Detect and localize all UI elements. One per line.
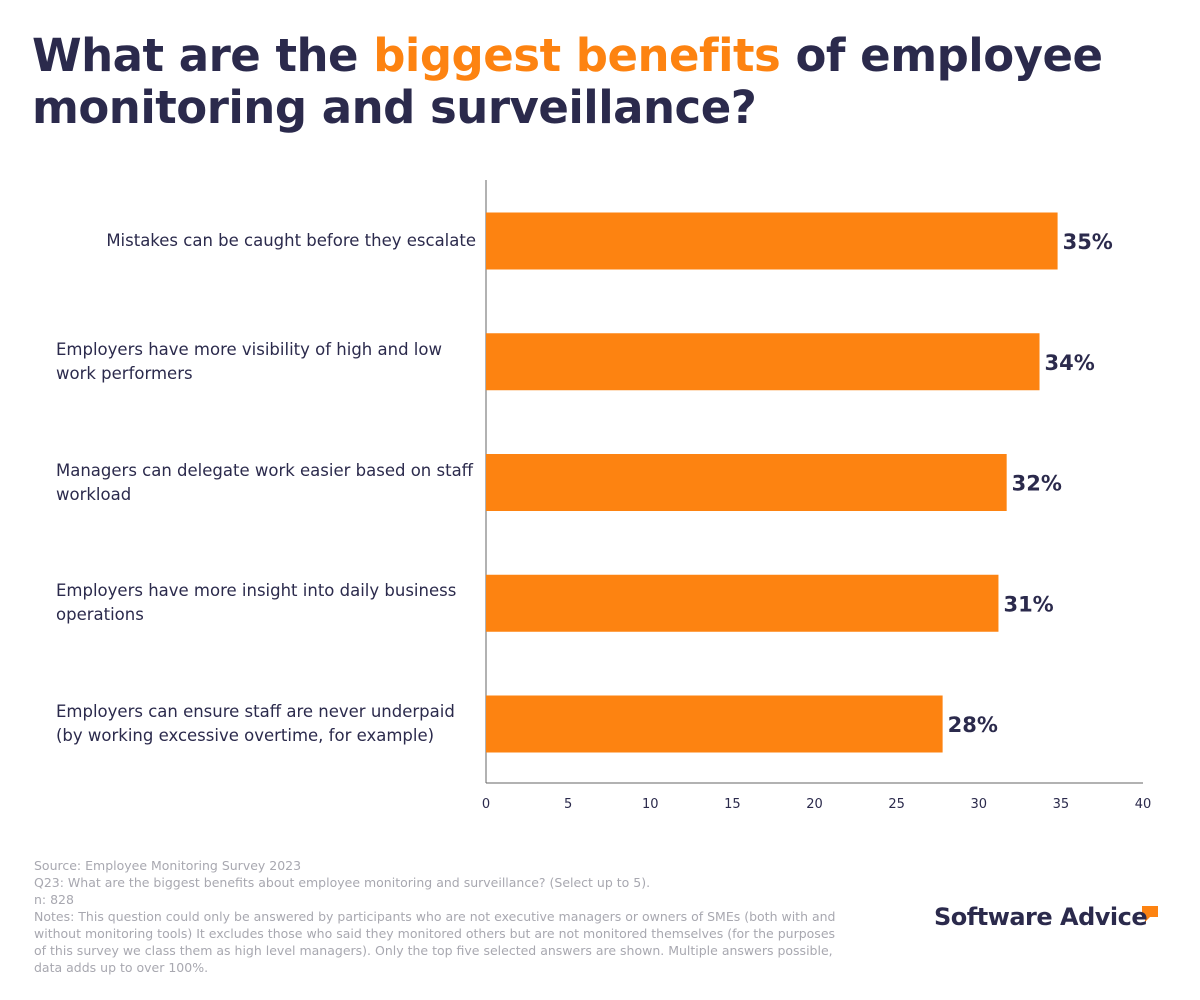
question: Q23: What are the biggest benefits about… <box>34 875 651 890</box>
y-tick-label: Mistakes can be caught before they escal… <box>106 231 476 250</box>
x-tick-label: 0 <box>482 797 490 812</box>
category-box: Managers can delegate work easier based … <box>40 453 476 513</box>
value-label: 31% <box>1003 592 1053 616</box>
bar <box>486 454 1007 511</box>
x-tick-label: 10 <box>642 797 659 812</box>
title-text: What are the <box>32 29 374 82</box>
title-text: of employee monitoring and surveillance? <box>32 29 1103 134</box>
x-tick-label: 15 <box>724 797 741 812</box>
logo-icon <box>1142 906 1158 922</box>
x-tick-label: 5 <box>564 797 572 812</box>
x-tick-label: 35 <box>1053 797 1070 812</box>
brand-logo: Software Advice <box>934 903 1148 931</box>
value-label: 32% <box>1012 472 1062 496</box>
value-label: 35% <box>1063 230 1113 254</box>
bar <box>486 333 1040 391</box>
footer: Source: Employee Monitoring Survey 2023 … <box>34 857 849 976</box>
y-tick-label: Employers have more insight into daily b… <box>56 581 457 625</box>
bar <box>486 574 999 632</box>
x-tick-label: 40 <box>1135 797 1152 812</box>
bar <box>486 212 1058 270</box>
x-tick-label: 25 <box>888 797 905 812</box>
x-tick-label: 30 <box>970 797 987 812</box>
x-tick-label: 20 <box>806 797 823 812</box>
value-label: 28% <box>948 713 998 737</box>
y-tick-label: Employers have more visibility of high a… <box>56 339 442 383</box>
category-box: Employers have more insight into daily b… <box>40 573 476 633</box>
bar <box>486 695 943 753</box>
category-box: Employers can ensure staff are never und… <box>40 694 476 754</box>
source: Source: Employee Monitoring Survey 2023 <box>34 858 302 873</box>
category-box: Mistakes can be caught before they escal… <box>40 211 476 271</box>
category-box: Employers have more visibility of high a… <box>40 332 476 392</box>
title-highlight: biggest benefits <box>373 29 781 82</box>
y-tick-label: Managers can delegate work easier based … <box>56 460 474 504</box>
value-label: 34% <box>1045 351 1095 375</box>
chart-title: What are the biggest benefits of employe… <box>32 30 1152 134</box>
y-tick-label: Employers can ensure staff are never und… <box>56 702 455 745</box>
sample-size: n: 828 <box>34 892 74 907</box>
notes: Notes: This question could only be answe… <box>34 909 836 975</box>
